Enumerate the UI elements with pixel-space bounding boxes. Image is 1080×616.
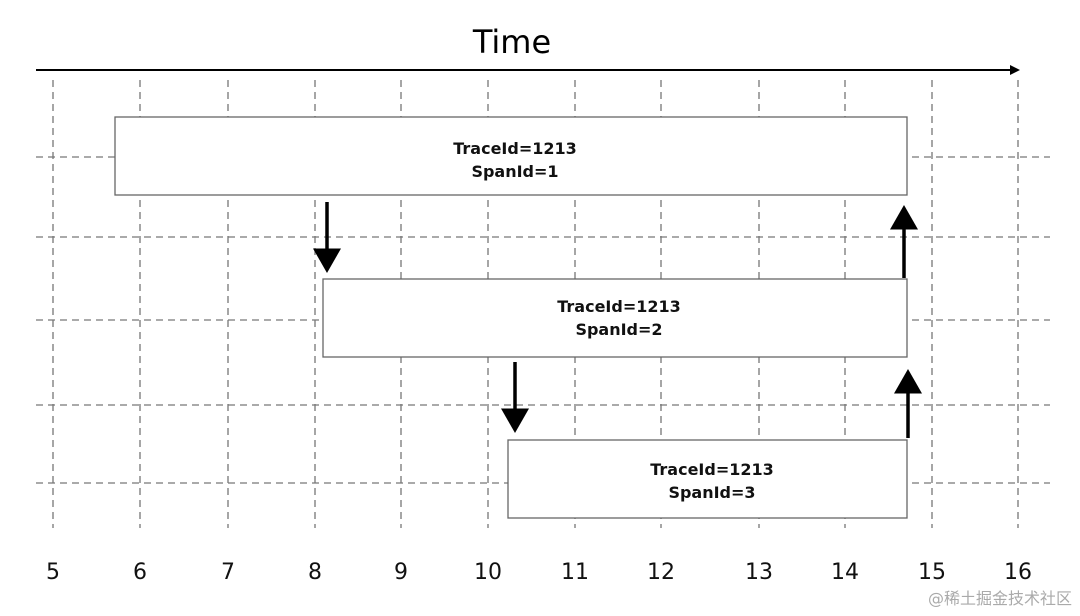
- span-label: SpanId=2: [575, 320, 662, 339]
- tick-label: 5: [46, 560, 60, 585]
- watermark: @稀土掘金技术社区: [928, 589, 1072, 608]
- tick-label: 8: [308, 560, 322, 585]
- tick-label: 15: [918, 560, 946, 585]
- tick-labels: 5 6 7 8 9 10 11 12 13 14 15 16: [46, 560, 1032, 585]
- tick-label: 12: [647, 560, 675, 585]
- axis-title: Time: [472, 23, 551, 61]
- trace-label: TraceId=1213: [453, 139, 577, 158]
- tick-label: 7: [221, 560, 235, 585]
- trace-label: TraceId=1213: [557, 297, 681, 316]
- span-label: SpanId=1: [471, 162, 558, 181]
- tick-label: 13: [745, 560, 773, 585]
- tick-label: 14: [831, 560, 859, 585]
- tick-label: 9: [394, 560, 408, 585]
- span-box: [114, 116, 908, 196]
- tick-label: 10: [474, 560, 502, 585]
- span-box: [322, 278, 908, 358]
- span-box: [507, 439, 908, 519]
- tick-label: 16: [1004, 560, 1032, 585]
- span-label: SpanId=3: [668, 483, 755, 502]
- tick-label: 6: [133, 560, 147, 585]
- tick-label: 11: [561, 560, 589, 585]
- trace-label: TraceId=1213: [650, 460, 774, 479]
